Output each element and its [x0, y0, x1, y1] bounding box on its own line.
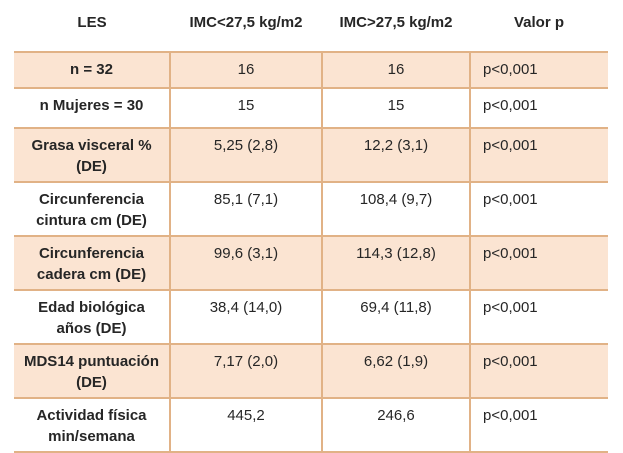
row-label-cell: n Mujeres = 30 — [14, 88, 170, 129]
row-label-cell: n = 32 — [14, 52, 170, 89]
header-row: LES IMC<27,5 kg/m2 IMC>27,5 kg/m2 Valor … — [14, 0, 608, 53]
table-row-circunferencia-cadera: Circunferencia cadera cm (DE) 99,6 (3,1)… — [14, 236, 608, 291]
row-label-cell: MDS14 puntuación (DE) — [14, 344, 170, 399]
table-row-actividad-fisica: Actividad física min/semana 445,2 246,6 … — [14, 398, 608, 453]
table-row-mujeres: n Mujeres = 30 15 15 p<0,001 — [14, 88, 608, 129]
pvalue-cell: p<0,001 — [469, 182, 608, 237]
pvalue-cell: p<0,001 — [469, 128, 608, 183]
value-cell: 114,3 (12,8) — [321, 236, 470, 291]
table-figure: LES IMC<27,5 kg/m2 IMC>27,5 kg/m2 Valor … — [14, 0, 608, 453]
col-header-les: LES — [14, 0, 170, 53]
row-label-cell: Grasa visceral % (DE) — [14, 128, 170, 183]
value-cell: 12,2 (3,1) — [321, 128, 470, 183]
col-header-imc-high: IMC>27,5 kg/m2 — [322, 0, 470, 53]
table-row-grasa-visceral: Grasa visceral % (DE) 5,25 (2,8) 12,2 (3… — [14, 128, 608, 183]
row-label-cell: Edad biológica años (DE) — [14, 290, 170, 345]
les-imc-comparison-table: LES IMC<27,5 kg/m2 IMC>27,5 kg/m2 Valor … — [14, 0, 608, 453]
value-cell: 16 — [321, 52, 470, 89]
value-cell: 99,6 (3,1) — [169, 236, 322, 291]
table-row-n: n = 32 16 16 p<0,001 — [14, 52, 608, 89]
pvalue-cell: p<0,001 — [469, 88, 608, 129]
row-label-cell: Circunferencia cadera cm (DE) — [14, 236, 170, 291]
pvalue-cell: p<0,001 — [469, 290, 608, 345]
col-header-imc-low: IMC<27,5 kg/m2 — [170, 0, 322, 53]
value-cell: 15 — [169, 88, 322, 129]
value-cell: 445,2 — [169, 398, 322, 453]
value-cell: 108,4 (9,7) — [321, 182, 470, 237]
value-cell: 15 — [321, 88, 470, 129]
pvalue-cell: p<0,001 — [469, 52, 608, 89]
value-cell: 5,25 (2,8) — [169, 128, 322, 183]
value-cell: 38,4 (14,0) — [169, 290, 322, 345]
value-cell: 16 — [169, 52, 322, 89]
table-row-circunferencia-cintura: Circunferencia cintura cm (DE) 85,1 (7,1… — [14, 182, 608, 237]
pvalue-cell: p<0,001 — [469, 344, 608, 399]
pvalue-cell: p<0,001 — [469, 236, 608, 291]
col-header-valor-p: Valor p — [470, 0, 608, 53]
row-label-cell: Circunferencia cintura cm (DE) — [14, 182, 170, 237]
table-row-edad-biologica: Edad biológica años (DE) 38,4 (14,0) 69,… — [14, 290, 608, 345]
value-cell: 246,6 — [321, 398, 470, 453]
value-cell: 69,4 (11,8) — [321, 290, 470, 345]
table-row-mds14: MDS14 puntuación (DE) 7,17 (2,0) 6,62 (1… — [14, 344, 608, 399]
value-cell: 6,62 (1,9) — [321, 344, 470, 399]
value-cell: 85,1 (7,1) — [169, 182, 322, 237]
value-cell: 7,17 (2,0) — [169, 344, 322, 399]
pvalue-cell: p<0,001 — [469, 398, 608, 453]
row-label-cell: Actividad física min/semana — [14, 398, 170, 453]
